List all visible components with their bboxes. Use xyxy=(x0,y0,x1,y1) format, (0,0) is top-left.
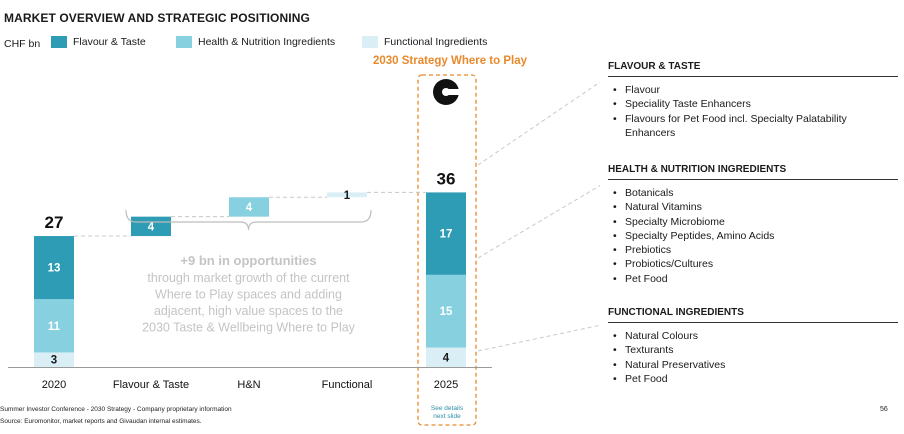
data-label-2025-functional: 4 xyxy=(443,352,450,364)
strategy-box-title: 2030 Strategy Where to Play xyxy=(372,55,528,67)
total-label-2020: 27 xyxy=(45,213,64,232)
legend-label-functional: Functional Ingredients xyxy=(384,36,488,49)
footer-confidentiality: Summer Investor Conference - 2030 Strate… xyxy=(0,406,232,413)
pointer-health-nutrition xyxy=(477,184,600,259)
panel-health-nutrition: HEALTH & NUTRITION INGREDIENTS Botanical… xyxy=(608,164,898,286)
legend-item-flavour: Flavour & Taste xyxy=(51,36,146,49)
bar-segment-2025-functional xyxy=(426,347,466,367)
data-label-2020-functional: 3 xyxy=(51,355,57,367)
panel-list-flavour-taste: Flavour Speciality Taste Enhancers Flavo… xyxy=(608,83,898,140)
footer-source: Source: Euromonitor, market reports and … xyxy=(0,418,202,425)
brand-logo-icon xyxy=(445,89,459,95)
legend-item-functional: Functional Ingredients xyxy=(362,36,488,49)
panel-list-functional: Natural Colours Texturants Natural Prese… xyxy=(608,329,898,386)
list-item: Botanicals xyxy=(608,186,898,201)
list-item: Speciality Taste Enhancers xyxy=(608,97,898,112)
legend-swatch-flavour xyxy=(51,36,67,49)
bar-segment-2025-health-nutrition xyxy=(426,274,466,348)
data-label-2020-flavour-taste: 13 xyxy=(48,263,61,275)
list-item: Natural Colours xyxy=(608,329,898,344)
bar-segment-2020-functional xyxy=(34,352,74,367)
annotation-line: 2030 Taste & Wellbeing Where to Play xyxy=(142,321,356,335)
annotation-headline: +9 bn in opportunities xyxy=(180,253,316,268)
increment-bar-functional xyxy=(327,192,367,198)
annotation-line: through market growth of the current xyxy=(147,271,350,285)
see-details-link[interactable]: See details next slide xyxy=(414,405,480,421)
panel-title-flavour-taste: FLAVOUR & TASTE xyxy=(608,61,898,77)
list-item: Probiotics/Cultures xyxy=(608,257,898,272)
legend-label-health-nutrition: Health & Nutrition Ingredients xyxy=(198,36,336,49)
page-number: 56 xyxy=(880,406,888,413)
waterfall-chart: 3 11 13 27 4 15 17 36 4 4 1 2020 Flavour & Taste H&N F… xyxy=(8,74,600,426)
panel-functional: FUNCTIONAL INGREDIENTS Natural Colours T… xyxy=(608,307,898,386)
category-label: 2020 xyxy=(42,379,66,391)
legend-label-flavour: Flavour & Taste xyxy=(73,36,146,49)
panel-title-health-nutrition: HEALTH & NUTRITION INGREDIENTS xyxy=(608,164,898,180)
legend-item-health-nutrition: Health & Nutrition Ingredients xyxy=(176,36,336,49)
increment-label-functional: 1 xyxy=(344,190,351,202)
annotation-line: adjacent, high value spaces to the xyxy=(154,304,343,318)
list-item: Natural Preservatives xyxy=(608,358,898,373)
panel-title-functional: FUNCTIONAL INGREDIENTS xyxy=(608,307,898,323)
unit-label: CHF bn xyxy=(4,38,41,50)
pointer-flavour xyxy=(477,81,600,166)
list-item: Flavours for Pet Food incl. Specialty Pa… xyxy=(608,112,898,141)
legend-swatch-health-nutrition xyxy=(176,36,192,49)
category-label: Functional xyxy=(322,379,373,391)
list-item: Natural Vitamins xyxy=(608,200,898,215)
opportunity-brace xyxy=(125,209,372,231)
annotation-line: Where to Play spaces and adding xyxy=(155,288,342,302)
list-item: Texturants xyxy=(608,343,898,358)
see-details-line-2: next slide xyxy=(433,413,461,420)
list-item: Prebiotics xyxy=(608,243,898,258)
strategy-box-outline xyxy=(417,74,477,426)
list-item: Specialty Peptides, Amino Acids xyxy=(608,229,898,244)
increment-bar-health-nutrition xyxy=(229,197,269,217)
list-item: Flavour xyxy=(608,83,898,98)
see-details-line-1: See details xyxy=(430,405,464,412)
category-label: H&N xyxy=(237,379,260,391)
page-title: MARKET OVERVIEW AND STRATEGIC POSITIONIN… xyxy=(4,11,310,25)
list-item: Pet Food xyxy=(608,372,898,387)
bar-segment-2020-flavour-taste xyxy=(34,236,74,300)
list-item: Pet Food xyxy=(608,272,898,287)
brand-logo-icon xyxy=(442,88,450,96)
panel-flavour-taste: FLAVOUR & TASTE Flavour Speciality Taste… xyxy=(608,61,898,140)
data-label-2025-flavour-taste: 17 xyxy=(440,229,453,241)
panel-list-health-nutrition: Botanicals Natural Vitamins Specialty Mi… xyxy=(608,186,898,286)
legend-swatch-functional xyxy=(362,36,378,49)
category-label: 2025 xyxy=(434,379,458,391)
pointer-functional xyxy=(477,324,600,352)
category-label: Flavour & Taste xyxy=(113,379,189,391)
total-label-2025: 36 xyxy=(437,169,456,188)
list-item: Specialty Microbiome xyxy=(608,215,898,230)
increment-label-flavour-taste: 4 xyxy=(148,221,155,233)
data-label-2020-health-nutrition: 11 xyxy=(48,321,61,333)
data-label-2025-health-nutrition: 15 xyxy=(440,306,453,318)
bar-segment-2020-health-nutrition xyxy=(34,299,74,353)
bar-segment-2025-flavour-taste xyxy=(426,192,466,275)
increment-label-health-nutrition: 4 xyxy=(246,202,253,214)
